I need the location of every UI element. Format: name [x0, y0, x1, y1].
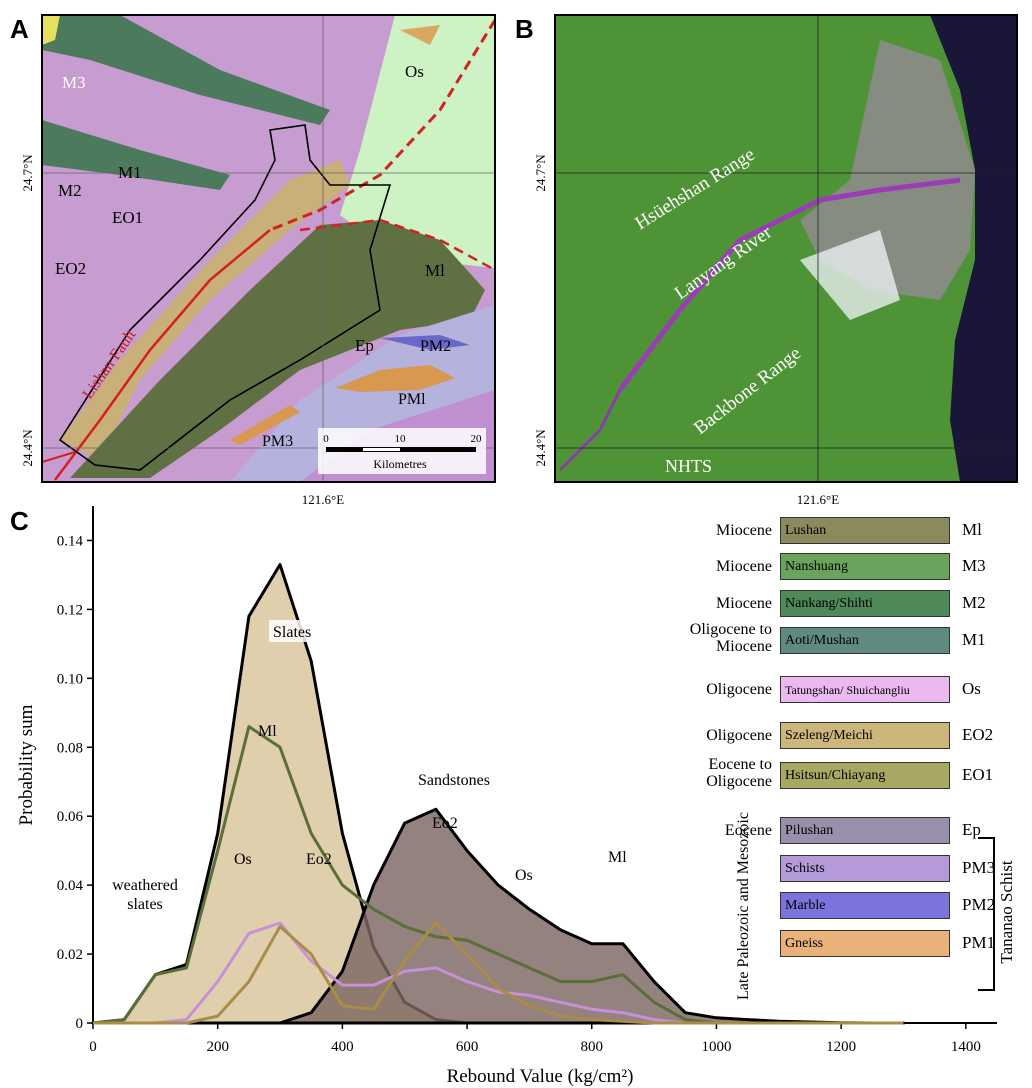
x-tick-label: 200: [206, 1039, 229, 1055]
curve-label: Eo2: [306, 851, 332, 868]
curve-label: Ml: [608, 849, 627, 866]
x-tick-label: 1200: [826, 1039, 856, 1055]
lat-label: 24.4°N: [20, 429, 35, 467]
curve-label: Ml: [258, 723, 277, 740]
legend-swatch: Nankang/Shihti: [780, 590, 950, 617]
x-tick-label: 1000: [701, 1039, 731, 1055]
legend-code: Ep: [962, 820, 981, 840]
legend-code: EO1: [962, 765, 993, 785]
legend-code: PM3: [962, 858, 995, 878]
legend-age: Oligocene: [662, 727, 772, 744]
map-label: PMl: [398, 391, 426, 408]
map-a: A Os M3 M2 M1 EO1 EO2 Ml Ep PM2 PMl PM3 …: [10, 14, 495, 507]
panel-label: A: [10, 14, 29, 44]
lon-label: 121.6°E: [302, 492, 344, 507]
y-tick-label: 0.04: [57, 878, 84, 894]
panel-label: B: [515, 14, 534, 44]
y-tick-label: 0.08: [57, 740, 83, 756]
map-label: PM2: [420, 338, 451, 355]
y-tick-label: 0.14: [57, 533, 84, 549]
lat-label: 24.7°N: [20, 154, 35, 192]
legend-code: Os: [962, 679, 981, 699]
legend-swatch: Lushan: [780, 517, 950, 544]
y-tick-label: 0.10: [57, 671, 83, 687]
panel-label: C: [10, 506, 29, 536]
legend-code: M3: [962, 556, 986, 576]
legend-age: Oligocene: [662, 681, 772, 698]
legend-unit: Tananao Schist: [997, 860, 1016, 963]
map-label: M2: [58, 181, 82, 200]
lat-label: 24.7°N: [533, 154, 548, 192]
legend-age: Eocene: [662, 822, 772, 839]
legend-age: Miocene: [662, 558, 772, 575]
scale-tick: 0: [323, 433, 329, 445]
map-label: EO1: [112, 208, 143, 227]
legend-code: PM1: [962, 933, 995, 953]
legend-swatch: Gneiss: [780, 930, 950, 957]
x-tick-label: 600: [456, 1039, 479, 1055]
x-tick-label: 1400: [951, 1039, 981, 1055]
curve-label: Os: [515, 867, 533, 884]
curve-label: Slates: [273, 624, 311, 641]
map-label: EO2: [55, 259, 86, 278]
map-label: Os: [405, 62, 424, 81]
legend-code: PM2: [962, 895, 995, 915]
x-tick-label: 0: [89, 1039, 97, 1055]
y-tick-label: 0.06: [57, 809, 84, 825]
y-tick-label: 0: [76, 1016, 84, 1032]
map-label: M3: [62, 73, 86, 92]
map-label: Ep: [355, 336, 374, 355]
legend-code: M1: [962, 630, 986, 650]
map-label: PM3: [262, 433, 293, 450]
legend-age: Oligocene to Miocene: [662, 621, 772, 655]
figure-canvas: A Os M3 M2 M1 EO1 EO2 Ml Ep PM2 PMl PM3 …: [0, 0, 1032, 1088]
figure: A Os M3 M2 M1 EO1 EO2 Ml Ep PM2 PMl PM3 …: [0, 0, 1032, 1088]
lon-label: 121.6°E: [797, 492, 839, 507]
legend-swatch: Marble: [780, 892, 950, 919]
scale-tick: 10: [395, 433, 407, 445]
lat-label: 24.4°N: [533, 429, 548, 467]
legend-age: Eocene to Oligocene: [662, 756, 772, 790]
legend-age: Miocene: [662, 522, 772, 539]
legend-swatch: Hsitsun/Chiayang: [780, 762, 950, 789]
x-tick-label: 800: [581, 1039, 604, 1055]
legend-group: Late Paleozoic and Mesozoic: [735, 812, 752, 1000]
map-label: Ml: [425, 261, 445, 280]
legend-swatch: Pilushan: [780, 817, 950, 844]
legend-code: Ml: [962, 520, 982, 540]
legend-swatch: Aoti/Mushan: [780, 627, 950, 654]
x-axis-title: Rebound Value (kg/cm²): [447, 1066, 634, 1087]
y-tick-label: 0.02: [57, 947, 83, 963]
legend-code: EO2: [962, 725, 993, 745]
legend-swatch: Tatungshan/ Shuichangliu: [780, 676, 950, 703]
map-label: NHTS: [665, 456, 712, 476]
curve-label: Sandstones: [418, 772, 490, 789]
x-tick-label: 400: [331, 1039, 354, 1055]
scale-tick: 20: [471, 433, 483, 445]
scale-unit: Kilometres: [373, 457, 427, 471]
map-b: B Hsüehshan Range Lanyang River Backbone…: [515, 14, 1017, 507]
legend-swatch: Nanshuang: [780, 553, 950, 580]
y-axis-title: Probability sum: [16, 704, 37, 825]
legend-code: M2: [962, 593, 986, 613]
curve-label: Os: [234, 851, 252, 868]
map-label: M1: [118, 163, 142, 182]
legend-swatch: Szeleng/Meichi: [780, 722, 950, 749]
curve-label: Eo2: [432, 815, 458, 832]
legend-age: Miocene: [662, 595, 772, 612]
legend-swatch: Schists: [780, 855, 950, 882]
y-tick-label: 0.12: [57, 602, 83, 618]
